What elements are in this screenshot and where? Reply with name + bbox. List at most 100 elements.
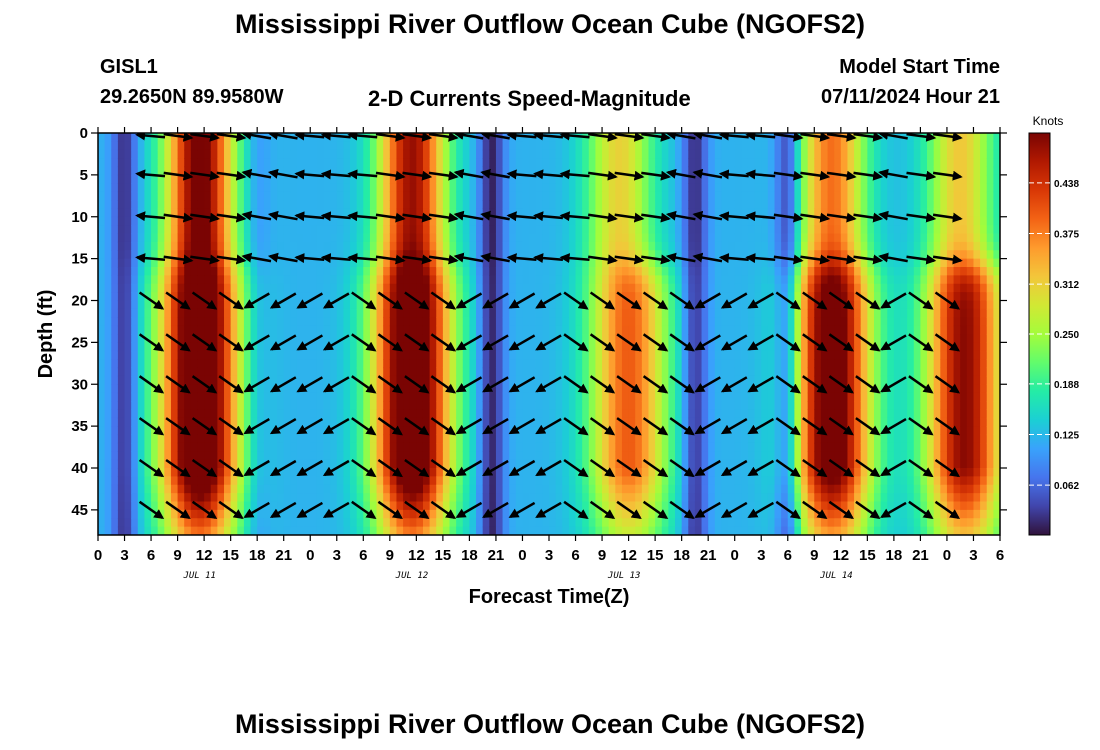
heatmap-cell — [655, 350, 663, 360]
heatmap-cell — [648, 191, 656, 201]
heatmap-cell — [350, 451, 358, 461]
heatmap-cell — [104, 426, 112, 436]
heatmap-cell — [754, 233, 762, 243]
heatmap-cell — [522, 225, 530, 235]
heatmap-cell — [104, 275, 112, 285]
heatmap-cell — [177, 334, 185, 343]
heatmap-cell — [204, 476, 212, 486]
heatmap-cell — [296, 484, 305, 494]
heatmap-cell — [754, 459, 762, 469]
heatmap-cell — [502, 292, 510, 302]
heatmap-cell — [316, 292, 325, 302]
heatmap-cell — [237, 434, 245, 444]
heatmap-cell — [429, 233, 437, 243]
heatmap-cell — [641, 493, 650, 503]
heatmap-cell — [675, 149, 683, 159]
heatmap-cell — [529, 501, 537, 511]
heatmap-cell — [449, 158, 457, 168]
heatmap-cell — [343, 258, 351, 268]
heatmap-cell — [224, 216, 232, 226]
heatmap-cell — [270, 200, 278, 209]
heatmap-cell — [250, 417, 258, 427]
heatmap-cell — [621, 350, 630, 360]
heatmap-cell — [409, 241, 417, 251]
heatmap-cell — [761, 258, 769, 268]
heatmap-cell — [575, 166, 583, 176]
heatmap-cell — [117, 241, 126, 251]
heatmap-cell — [747, 317, 756, 327]
heatmap-cell — [462, 292, 471, 302]
heatmap-cell — [754, 241, 762, 251]
heatmap-cell — [469, 200, 477, 209]
heatmap-cell — [190, 451, 199, 461]
heatmap-cell — [568, 375, 577, 385]
heatmap-cell — [694, 317, 703, 327]
heatmap-cell — [535, 267, 543, 276]
heatmap-cell — [137, 283, 146, 293]
heatmap-cell — [575, 141, 583, 151]
heatmap-cell — [376, 191, 384, 201]
heatmap-cell — [403, 518, 411, 528]
heatmap-cell — [588, 434, 597, 444]
heatmap-cell — [290, 359, 298, 369]
heatmap-cell — [767, 509, 776, 519]
heatmap-cell — [708, 375, 716, 385]
heatmap-cell — [190, 518, 199, 528]
heatmap-cell — [184, 308, 192, 318]
heatmap-cell — [396, 325, 404, 335]
heatmap-cell — [263, 526, 272, 535]
heatmap-cell — [389, 375, 398, 385]
heatmap-cell — [781, 275, 789, 285]
heatmap-cell — [608, 308, 616, 318]
heatmap-cell — [781, 401, 789, 410]
heatmap-cell — [681, 401, 689, 410]
heatmap-cell — [190, 442, 199, 452]
heatmap-cell — [257, 451, 265, 461]
heatmap-cell — [734, 468, 742, 477]
heatmap-cell — [628, 308, 636, 318]
heatmap-cell — [515, 225, 524, 235]
heatmap-cell — [151, 409, 159, 419]
heatmap-cell — [694, 174, 703, 184]
heatmap-cell — [761, 451, 769, 461]
heatmap-cell — [224, 149, 232, 159]
heatmap-cell — [449, 183, 457, 193]
heatmap-cell — [131, 308, 139, 318]
heatmap-cell — [469, 308, 477, 318]
heatmap-cell — [774, 200, 782, 209]
heatmap-cell — [462, 325, 471, 335]
heatmap-cell — [714, 518, 723, 528]
heatmap-cell — [111, 509, 119, 519]
heatmap-cell — [316, 459, 325, 469]
heatmap-cell — [522, 434, 530, 444]
heatmap-cell — [615, 518, 623, 528]
heatmap-cell — [515, 200, 524, 209]
heatmap-cell — [270, 518, 278, 528]
heatmap-cell — [728, 225, 736, 235]
heatmap-cell — [635, 325, 643, 335]
heatmap-cell — [535, 350, 543, 360]
heatmap-cell — [774, 191, 782, 201]
heatmap-cell — [442, 149, 451, 159]
heatmap-cell — [257, 409, 265, 419]
heatmap-cell — [363, 208, 371, 218]
heatmap-cell — [197, 208, 205, 218]
heatmap-cell — [575, 409, 583, 419]
heatmap-cell — [655, 275, 663, 285]
heatmap-cell — [190, 250, 199, 260]
heatmap-cell — [781, 174, 789, 184]
heatmap-cell — [389, 191, 398, 201]
heatmap-cell — [403, 484, 411, 494]
heatmap-cell — [117, 267, 126, 276]
heatmap-cell — [283, 509, 291, 519]
heatmap-cell — [164, 493, 172, 503]
heatmap-cell — [217, 200, 225, 209]
heatmap-cell — [263, 292, 272, 302]
heatmap-cell — [277, 183, 285, 193]
heatmap-cell — [224, 200, 232, 209]
heatmap-cell — [111, 342, 119, 352]
heatmap-cell — [98, 283, 106, 293]
heatmap-cell — [151, 434, 159, 444]
heatmap-cell — [151, 283, 159, 293]
heatmap-cell — [476, 518, 484, 528]
